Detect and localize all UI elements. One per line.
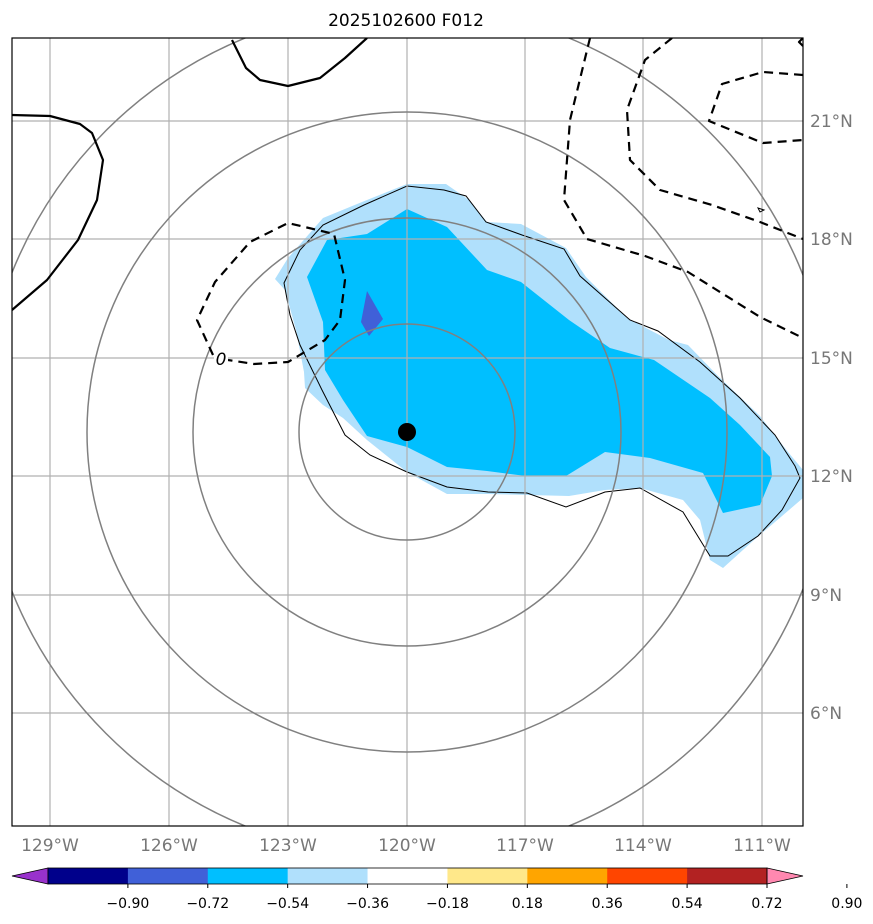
dashed-contour-east-outer	[562, 38, 803, 339]
dashed-contour-east-inner	[625, 38, 803, 241]
shaded-region-mid	[307, 209, 772, 513]
lon-label: 120°W	[378, 836, 436, 856]
tiny-contour	[757, 207, 766, 213]
map-panel: 0	[11, 37, 804, 827]
longitude-gridlines	[49, 38, 763, 826]
colorbar-tick-label: −0.18	[426, 896, 469, 912]
lat-label: 12°N	[810, 467, 853, 487]
contour-label-halo	[214, 348, 228, 366]
colorbar-tick-label: 0.18	[512, 896, 543, 912]
colorbar: −0.90 −0.72 −0.54 −0.36 −0.18 0.18 0.36 0.54 0.7…	[11, 867, 862, 912]
colorbar-swatch	[207, 868, 289, 884]
latitude-gridlines	[12, 120, 803, 714]
colorbar-swatch	[367, 868, 448, 884]
colorbar-tick-label: −0.90	[106, 896, 149, 912]
lon-label: 123°W	[259, 836, 317, 856]
lon-label: 114°W	[614, 836, 672, 856]
solid-contour-left	[12, 113, 105, 311]
longitude-labels: 129°W 126°W 123°W 120°W 117°W 114°W 111°…	[21, 836, 791, 856]
contour-label: 0	[216, 350, 227, 370]
solid-contour-top	[231, 38, 368, 88]
colorbar-swatch	[607, 868, 688, 884]
lon-label: 126°W	[140, 836, 198, 856]
range-ring-3	[86, 111, 728, 753]
colorbar-tick-label: 0.36	[592, 896, 623, 912]
colorbar-tick-label: −0.72	[186, 896, 229, 912]
latitude-labels: 21°N 18°N 15°N 12°N 9°N 6°N	[810, 112, 853, 724]
lat-label: 9°N	[810, 586, 842, 606]
colorbar-tick-label: −0.54	[266, 896, 309, 912]
lat-label: 18°N	[810, 230, 853, 250]
colorbar-swatch	[127, 868, 209, 884]
range-ring-1	[298, 323, 516, 541]
colorbar-tick-label: 0.90	[831, 896, 862, 912]
colorbar-swatch	[48, 868, 129, 884]
lon-label: 117°W	[496, 836, 554, 856]
shaded-region-inner	[361, 291, 383, 336]
colorbar-swatch	[447, 868, 528, 884]
dashed-contour-east-small	[707, 70, 803, 145]
lat-label: 15°N	[810, 349, 853, 369]
solid-contour-topright	[797, 38, 803, 47]
lon-label: 129°W	[21, 836, 79, 856]
lon-label: 111°W	[733, 836, 791, 856]
colorbar-extend-min	[11, 867, 49, 885]
lat-label: 21°N	[810, 112, 853, 132]
range-rings	[12, 38, 803, 826]
range-ring-2	[192, 217, 622, 647]
colorbar-swatch	[527, 868, 608, 884]
map-frame	[11, 37, 804, 827]
lat-label: 6°N	[810, 704, 842, 724]
dashed-contour-center	[195, 221, 347, 366]
storm-center-marker	[398, 423, 416, 441]
colorbar-tick-label: −0.36	[346, 896, 389, 912]
colorbar-swatch	[687, 868, 768, 884]
colorbar-swatch	[287, 868, 369, 884]
colorbar-outline	[47, 867, 768, 885]
thin-contour	[283, 185, 801, 557]
colorbar-tick-label: 0.54	[672, 896, 703, 912]
colorbar-extend-max	[766, 867, 804, 885]
colorbar-tick-label: 0.72	[751, 896, 782, 912]
map-title: 2025102600 F012	[328, 11, 484, 31]
